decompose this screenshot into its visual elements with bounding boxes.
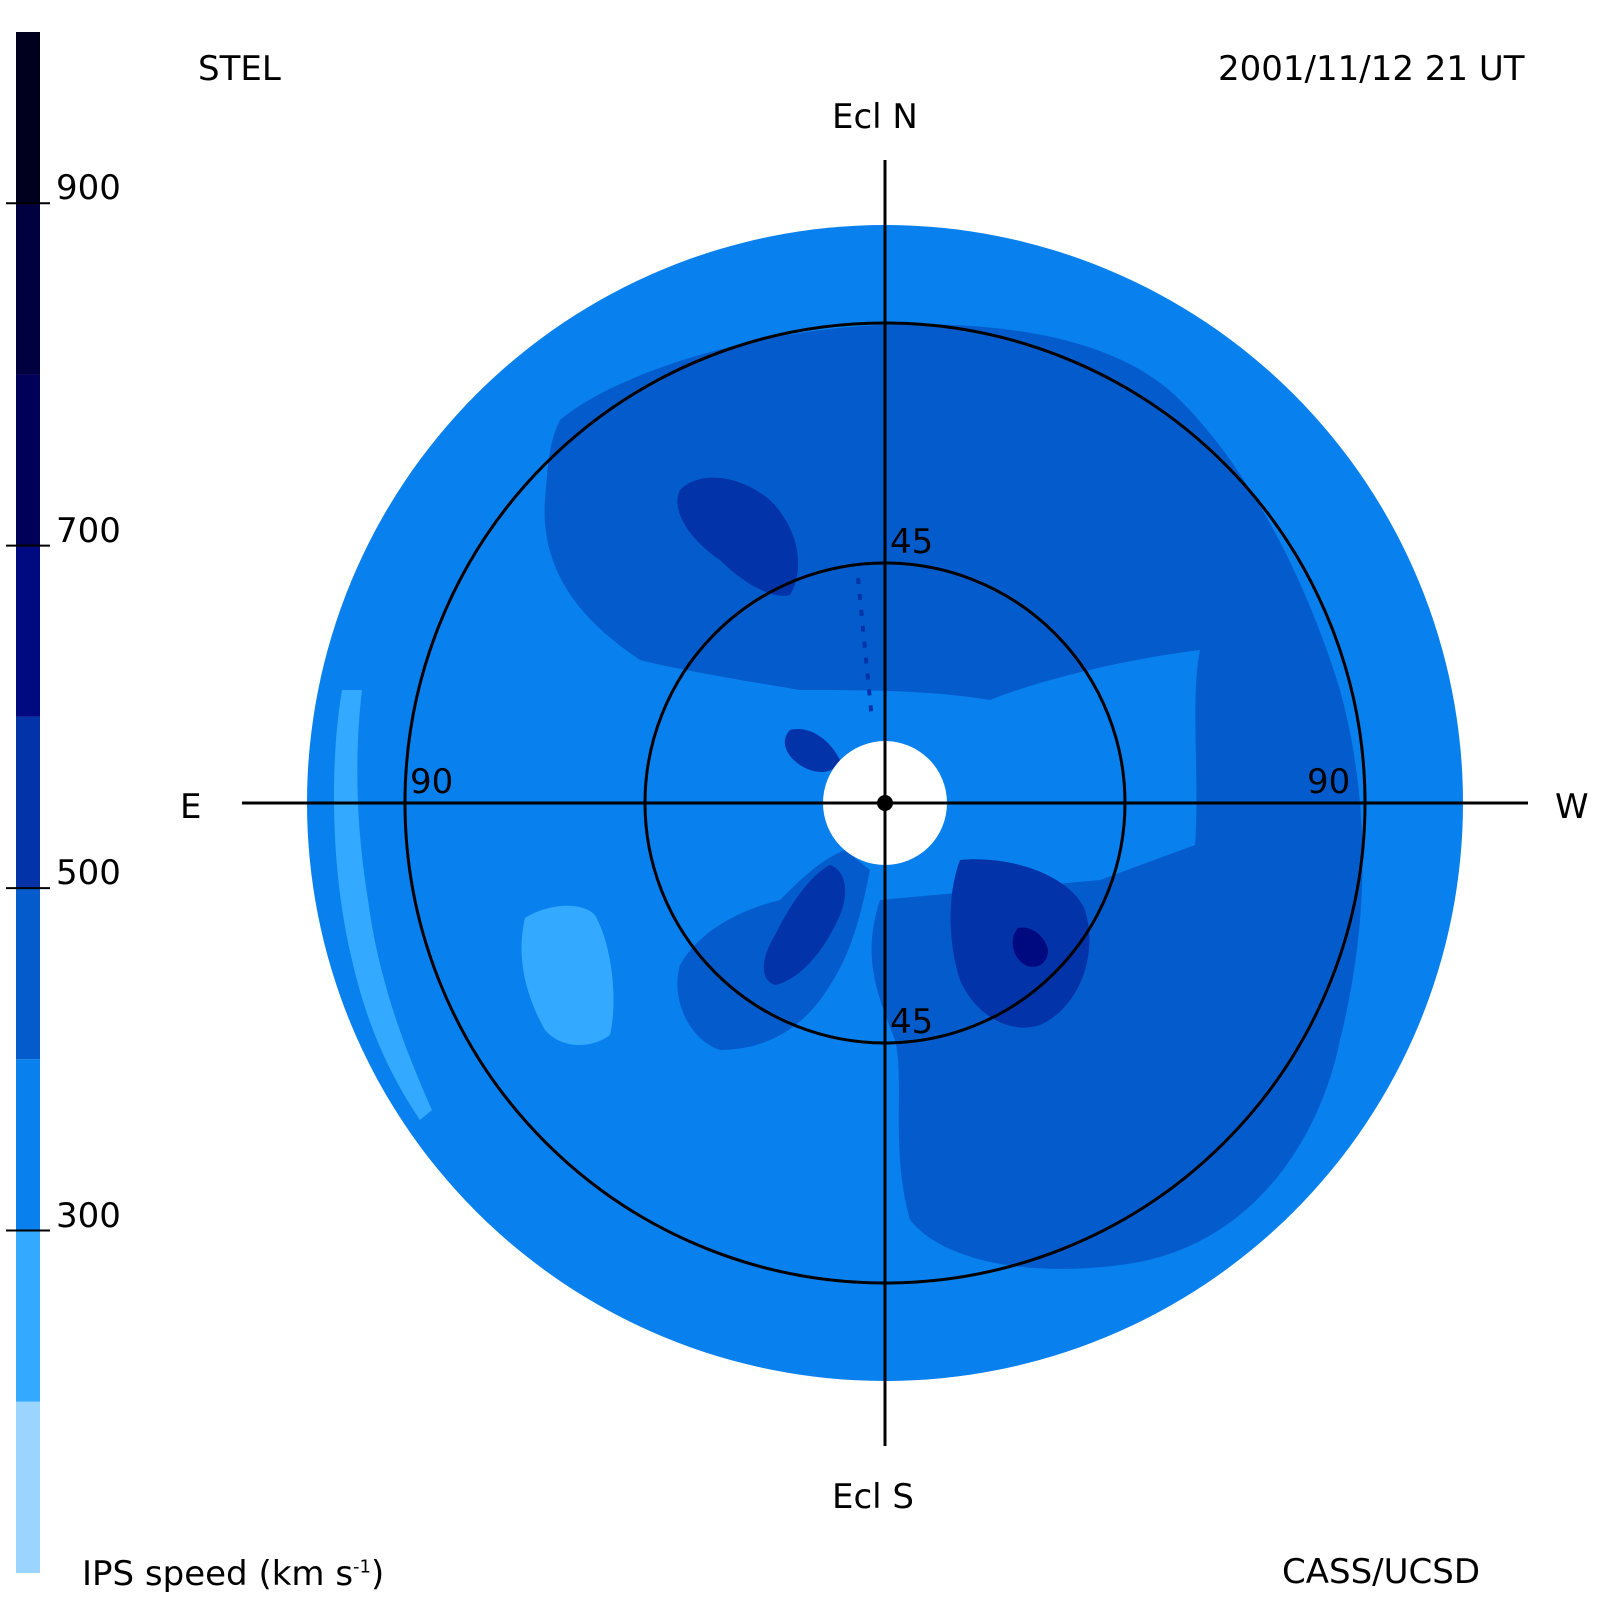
compass-south-label: Ecl S — [832, 1477, 915, 1517]
map-high-blob-north — [677, 477, 799, 596]
compass-north-label: Ecl N — [832, 97, 918, 137]
colorbar-band — [16, 32, 40, 204]
credit-label: CASS/UCSD — [1282, 1552, 1481, 1592]
map-peak-spot — [1012, 927, 1048, 967]
map-edge-low-band — [333, 690, 432, 1120]
colorbar-tick-label: 900 — [56, 168, 121, 209]
colorbar-band — [16, 203, 40, 375]
ring-label-outer-right: 90 — [1307, 762, 1351, 802]
observatory-label: STEL — [198, 49, 281, 89]
colorbar — [6, 32, 50, 1573]
map-high-blob-sunward — [784, 729, 840, 772]
colorbar-title-unit-exponent: -1 — [353, 1556, 371, 1578]
grid-overlay — [242, 160, 1528, 1446]
colorbar-tick-label: 300 — [56, 1195, 121, 1236]
colorbar-band — [16, 888, 40, 1060]
colorbar-band — [16, 716, 40, 889]
colorbar-tick-label: 700 — [56, 510, 121, 551]
colorbar-title: IPS speed (km s-1) — [82, 1557, 384, 1591]
map-high-blob-south — [763, 865, 846, 985]
map-low-patch — [521, 905, 614, 1046]
colorbar-band — [16, 1401, 40, 1573]
ring-label-inner-bottom: 45 — [890, 1002, 934, 1042]
compass-east-label: E — [180, 787, 202, 827]
colorbar-title-main: IPS speed (km s — [82, 1554, 354, 1594]
colorbar-title-close: ) — [371, 1554, 385, 1594]
ring-label-outer-left: 90 — [410, 762, 454, 802]
datetime-label: 2001/11/12 21 UT — [1218, 49, 1525, 89]
sun-center-dot — [877, 795, 893, 811]
colorbar-band — [16, 374, 40, 546]
ring-label-inner-top: 45 — [890, 522, 934, 562]
colorbar-band — [16, 1059, 40, 1231]
colorbar-tick-label: 500 — [56, 853, 121, 894]
compass-west-label: W — [1555, 787, 1589, 827]
colorbar-band — [16, 1230, 40, 1402]
colorbar-band — [16, 545, 40, 717]
